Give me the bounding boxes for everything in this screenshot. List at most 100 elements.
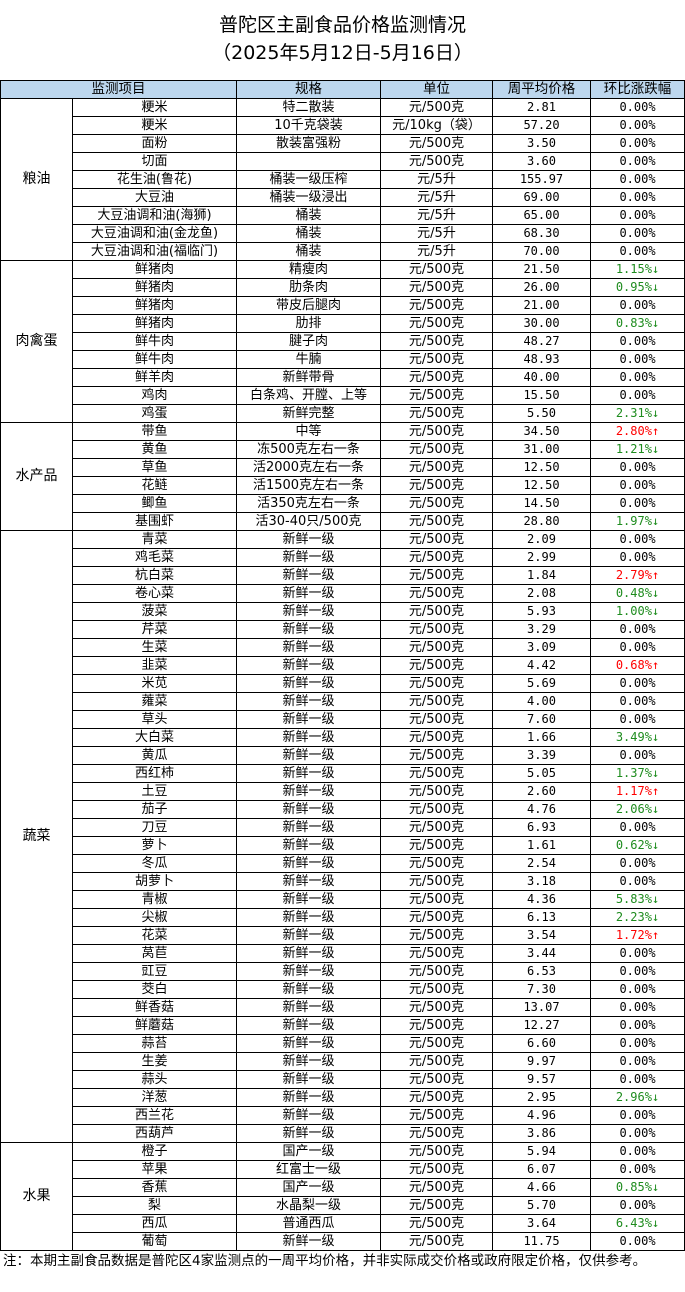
change-cell: 1.97%↓ <box>590 512 685 531</box>
change-cell: 1.17%↑ <box>590 782 685 801</box>
price-cell: 70.00 <box>492 242 591 261</box>
item-cell: 大豆油 <box>72 188 237 207</box>
price-cell: 12.50 <box>492 458 591 477</box>
item-cell: 冬瓜 <box>72 854 237 873</box>
item-cell: 鲜牛肉 <box>72 350 237 369</box>
item-cell: 芹菜 <box>72 620 237 639</box>
spec-cell: 新鲜一级 <box>236 890 381 909</box>
arrow-down-icon: ↓ <box>651 730 660 744</box>
spec-cell: 新鲜一级 <box>236 584 381 603</box>
spec-cell: 新鲜一级 <box>236 854 381 873</box>
header-change: 环比涨跌幅 <box>590 80 685 99</box>
price-cell: 40.00 <box>492 368 591 387</box>
table-row: 大豆油调和油(海狮) 桶装 元/5升 65.00 0.00% <box>1 206 685 225</box>
item-cell: 西兰花 <box>72 1106 237 1125</box>
change-cell: 2.96%↓ <box>590 1088 685 1107</box>
header-spec: 规格 <box>236 80 381 99</box>
change-value: 1.17% <box>615 784 652 798</box>
item-cell: 黄瓜 <box>72 746 237 765</box>
change-cell: 0.00% <box>590 944 685 963</box>
change-value: 0.00% <box>619 334 656 348</box>
change-cell: 1.37%↓ <box>590 764 685 783</box>
unit-cell: 元/500克 <box>380 800 493 819</box>
unit-cell: 元/500克 <box>380 134 493 153</box>
change-value: 0.00% <box>619 136 656 150</box>
change-cell: 0.00% <box>590 386 685 405</box>
item-cell: 大豆油调和油(海狮) <box>72 206 237 225</box>
unit-cell: 元/500克 <box>380 998 493 1017</box>
change-cell: 0.00% <box>590 638 685 657</box>
change-value: 2.79% <box>615 568 652 582</box>
change-cell: 5.83%↓ <box>590 890 685 909</box>
table-row: 水产品 带鱼 中等 元/500克 34.50 2.80%↑ <box>0 422 685 531</box>
price-cell: 5.50 <box>492 404 591 423</box>
unit-cell: 元/500克 <box>380 1232 493 1251</box>
unit-cell: 元/500克 <box>380 476 493 495</box>
item-cell: 草头 <box>72 710 237 729</box>
change-value: 0.00% <box>619 1108 656 1122</box>
spec-cell: 新鲜一级 <box>236 1070 381 1089</box>
price-cell: 4.36 <box>492 890 591 909</box>
change-cell: 0.00% <box>590 188 685 207</box>
change-cell: 0.00% <box>590 152 685 171</box>
item-cell: 鲫鱼 <box>72 494 237 513</box>
price-cell: 65.00 <box>492 206 591 225</box>
unit-cell: 元/500克 <box>380 638 493 657</box>
change-cell: 1.15%↓ <box>590 260 685 279</box>
arrow-down-icon: ↓ <box>651 892 660 906</box>
unit-cell: 元/500克 <box>380 656 493 675</box>
change-cell: 1.72%↑ <box>590 926 685 945</box>
item-cell: 鲜牛肉 <box>72 332 237 351</box>
price-table: 监测项目 规格 单位 周平均价格 环比涨跌幅 粮油 粳米 特二散装 元/500克 2.8… <box>0 80 685 1251</box>
price-cell: 7.30 <box>492 980 591 999</box>
date-range-subtitle: （2025年5月12日-5月16日） <box>212 42 473 64</box>
unit-cell: 元/500克 <box>380 296 493 315</box>
table-row: 胡萝卜 新鲜一级 元/500克 3.18 0.00% <box>1 872 685 891</box>
spec-cell: 新鲜一级 <box>236 602 381 621</box>
spec-cell: 新鲜一级 <box>236 1052 381 1071</box>
spec-cell: 桶装 <box>236 206 381 225</box>
spec-cell: 散装富强粉 <box>236 134 381 153</box>
spec-cell: 活2000克左右一条 <box>236 458 381 477</box>
spec-cell: 活30-40只/500克 <box>236 512 381 531</box>
change-value: 0.00% <box>619 172 656 186</box>
item-cell: 西瓜 <box>72 1214 237 1233</box>
arrow-down-icon: ↓ <box>651 604 660 618</box>
unit-cell: 元/500克 <box>380 440 493 459</box>
price-cell: 34.50 <box>492 422 591 441</box>
table-row: 鲜牛肉 牛腩 元/500克 48.93 0.00% <box>1 350 685 369</box>
unit-cell: 元/500克 <box>380 746 493 765</box>
change-cell: 0.00% <box>590 692 685 711</box>
change-value: 0.00% <box>619 298 656 312</box>
spec-cell: 桶装 <box>236 224 381 243</box>
price-cell: 2.95 <box>492 1088 591 1107</box>
unit-cell: 元/5升 <box>380 170 493 189</box>
item-cell: 草鱼 <box>72 458 237 477</box>
table-row: 鸡毛菜 新鲜一级 元/500克 2.99 0.00% <box>1 548 685 567</box>
spec-cell: 新鲜一级 <box>236 926 381 945</box>
change-value: 0.95% <box>615 280 652 294</box>
arrow-down-icon: ↓ <box>651 262 660 276</box>
change-cell: 0.00% <box>590 1232 685 1251</box>
change-value: 0.00% <box>619 1054 656 1068</box>
item-cell: 苹果 <box>72 1160 237 1179</box>
price-cell: 5.93 <box>492 602 591 621</box>
category-cell: 水产品 <box>0 422 73 531</box>
change-cell: 2.79%↑ <box>590 566 685 585</box>
header-item: 监测项目 <box>0 80 237 99</box>
item-cell: 大豆油调和油(福临门) <box>72 242 237 261</box>
unit-cell: 元/500克 <box>380 458 493 477</box>
unit-cell: 元/500克 <box>380 152 493 171</box>
price-cell: 9.97 <box>492 1052 591 1071</box>
table-row: 草头 新鲜一级 元/500克 7.60 0.00% <box>1 710 685 729</box>
price-cell: 48.93 <box>492 350 591 369</box>
item-cell: 茭白 <box>72 980 237 999</box>
unit-cell: 元/500克 <box>380 782 493 801</box>
change-cell: 6.43%↓ <box>590 1214 685 1233</box>
spec-cell: 桶装 <box>236 242 381 261</box>
unit-cell: 元/500克 <box>380 1016 493 1035</box>
change-cell: 0.00% <box>590 1052 685 1071</box>
spec-cell: 新鲜一级 <box>236 1034 381 1053</box>
category-cell: 蔬菜 <box>0 530 73 1143</box>
arrow-down-icon: ↓ <box>651 280 660 294</box>
